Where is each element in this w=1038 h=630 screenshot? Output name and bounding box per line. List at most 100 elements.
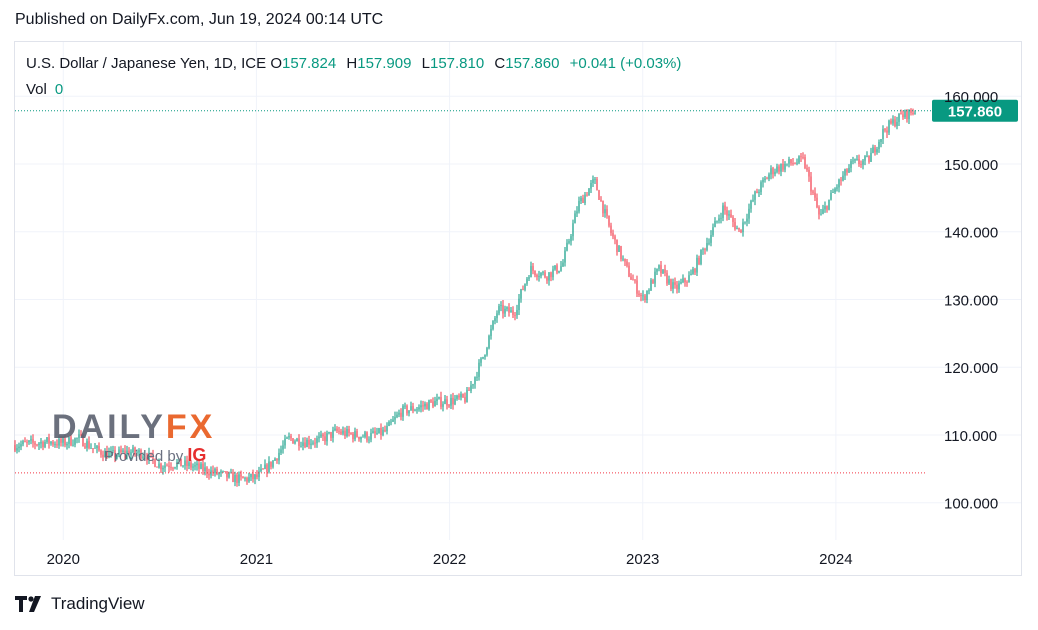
candle-body <box>836 187 838 189</box>
candle-body <box>398 412 400 415</box>
candle-body <box>106 450 108 458</box>
candle-body <box>72 444 74 446</box>
candle-body <box>776 166 778 172</box>
candle-body <box>478 362 480 377</box>
candle-body <box>604 209 606 214</box>
candle-body <box>762 179 764 183</box>
candle-body <box>206 467 208 474</box>
candle-body <box>882 129 884 139</box>
candle-body <box>346 428 348 436</box>
candle-body <box>750 200 752 209</box>
candle-body <box>718 218 720 221</box>
candle-body <box>418 407 420 410</box>
candle-body <box>270 461 272 467</box>
candle-body <box>790 159 792 164</box>
candle-body <box>502 305 504 314</box>
y-tick-label: 110.000 <box>944 428 997 445</box>
candle-body <box>896 121 898 127</box>
candle-body <box>400 412 402 417</box>
candle-body <box>538 276 540 277</box>
candle-body <box>832 192 834 193</box>
candle-body <box>74 438 76 445</box>
candle-body <box>276 458 278 461</box>
ig-logo: IG <box>187 445 207 465</box>
candle-body <box>46 437 48 442</box>
candle-body <box>176 462 178 468</box>
candle-body <box>128 450 130 456</box>
candle-body <box>24 441 26 443</box>
candle-body <box>636 280 638 294</box>
candle-body <box>572 223 574 237</box>
candle-body <box>504 308 506 314</box>
candle-body <box>876 149 878 153</box>
candle-body <box>854 159 856 161</box>
candle-body <box>178 458 180 463</box>
candle-body <box>744 221 746 223</box>
candle-body <box>644 295 646 301</box>
candle-body <box>700 249 702 264</box>
candle-body <box>364 432 366 437</box>
candle-body <box>658 265 660 269</box>
candle-body <box>490 328 492 336</box>
candle-body <box>14 445 16 451</box>
candle-body <box>252 473 254 480</box>
candle-body <box>740 229 742 233</box>
candle-body <box>280 449 282 453</box>
candle-body <box>866 155 868 157</box>
candle-body <box>86 441 88 448</box>
candle-body <box>394 416 396 420</box>
x-tick-label: 2021 <box>240 551 273 568</box>
candle-body <box>118 449 120 456</box>
candle-body <box>566 242 568 251</box>
volume-value: 0 <box>54 81 64 98</box>
candle-body <box>714 221 716 228</box>
candle-body <box>914 112 916 114</box>
candle-body <box>616 239 618 252</box>
candle-body <box>320 434 322 437</box>
candle-body <box>506 307 508 309</box>
candle-body <box>88 441 90 449</box>
candle-body <box>674 282 676 285</box>
candle-body <box>356 431 358 437</box>
candle-body <box>32 439 34 443</box>
candle-body <box>842 175 844 181</box>
candle-body <box>632 279 634 281</box>
candle-body <box>764 178 766 180</box>
candle-body <box>476 376 478 378</box>
tradingview-footer[interactable]: TradingView <box>15 594 145 614</box>
candle-body <box>314 442 316 444</box>
candle-body <box>316 438 318 444</box>
candle-body <box>618 246 620 252</box>
candle-body <box>348 428 350 434</box>
candle-body <box>322 434 324 437</box>
candle-body <box>482 356 484 359</box>
candle-body <box>742 222 744 233</box>
candle-body <box>286 437 288 439</box>
candle-body <box>602 200 604 214</box>
candle-body <box>474 377 476 385</box>
candle-body <box>174 467 176 468</box>
chart-frame <box>14 41 1022 576</box>
candle-body <box>402 405 404 417</box>
candle-body <box>142 456 144 459</box>
candle-body <box>810 176 812 192</box>
candle-body <box>20 444 22 447</box>
candle-body <box>564 250 566 263</box>
candle-body <box>52 441 54 445</box>
candle-body <box>304 442 306 448</box>
candle-body <box>600 199 602 201</box>
candle-body <box>38 443 40 445</box>
candle-body <box>796 162 798 164</box>
candle-body <box>104 450 106 458</box>
candle-body <box>788 159 790 164</box>
candle-body <box>108 452 110 458</box>
candle-body <box>292 438 294 444</box>
candle-body <box>44 441 46 448</box>
candle-body <box>648 290 650 292</box>
candle-body <box>826 206 828 210</box>
low-label: L <box>421 55 430 72</box>
candle-body <box>290 435 292 439</box>
candle-body <box>726 210 728 216</box>
candle-body <box>588 188 590 196</box>
